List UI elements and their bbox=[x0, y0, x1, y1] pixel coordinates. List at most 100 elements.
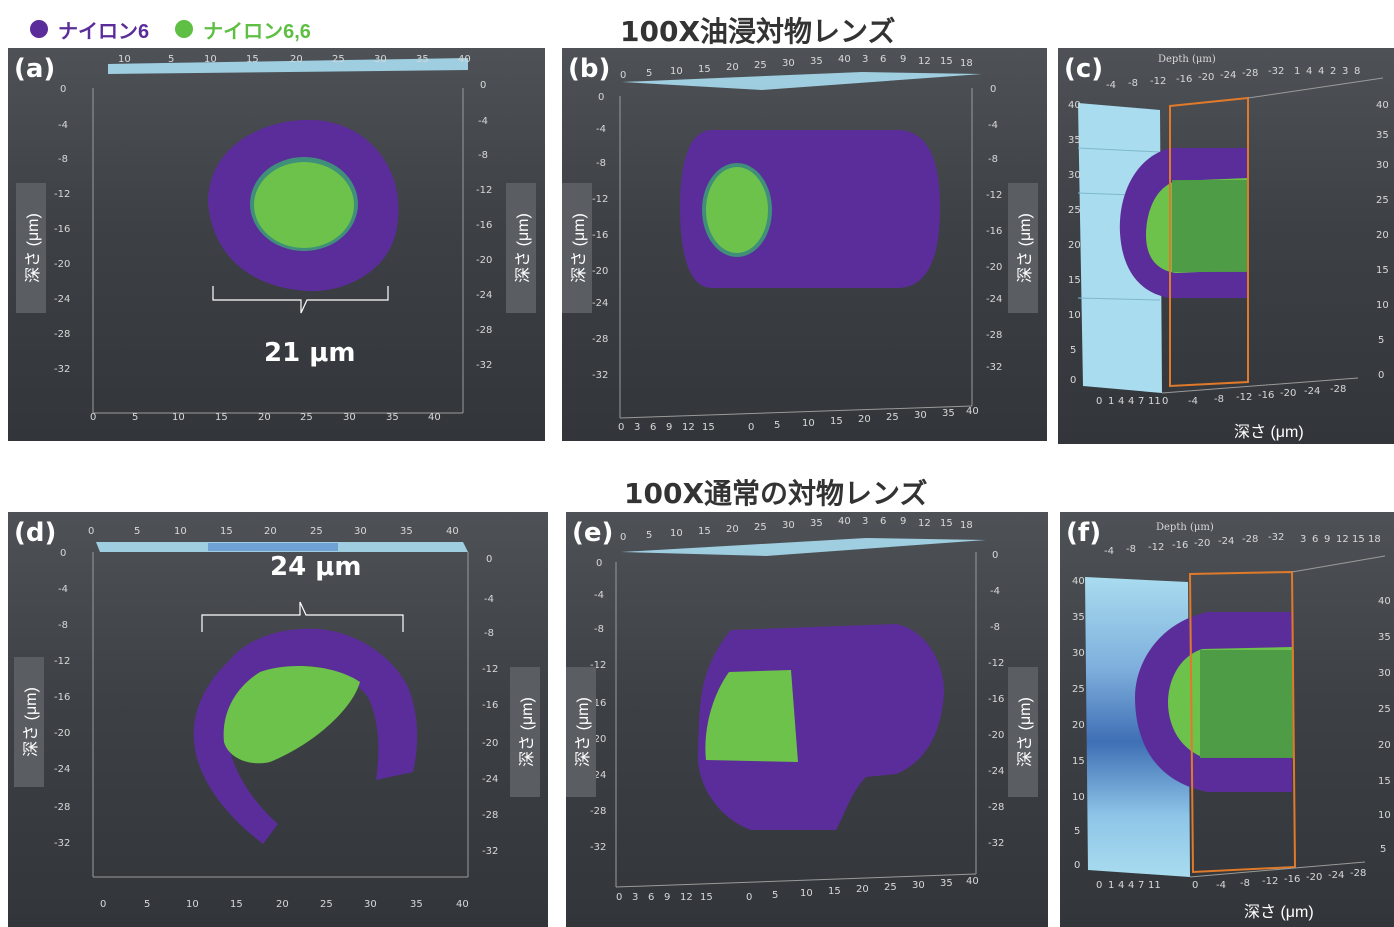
svg-text:9: 9 bbox=[1324, 534, 1330, 545]
svg-text:10: 10 bbox=[172, 412, 185, 423]
svg-text:-12: -12 bbox=[1262, 876, 1278, 887]
svg-text:0: 0 bbox=[1074, 860, 1080, 871]
panel-b-y-label-right-text: 深さ (μm) bbox=[1017, 213, 1034, 283]
svg-text:30: 30 bbox=[782, 520, 795, 531]
svg-text:6: 6 bbox=[1312, 534, 1318, 545]
svg-text:7: 7 bbox=[1138, 880, 1144, 891]
svg-text:-8: -8 bbox=[484, 628, 494, 639]
svg-text:3: 3 bbox=[634, 422, 640, 433]
svg-text:30: 30 bbox=[1068, 170, 1081, 181]
svg-text:-12: -12 bbox=[986, 190, 1002, 201]
svg-text:9: 9 bbox=[666, 422, 672, 433]
panel-b-y-ticks-left: 0 -4 -8 -12 -16 -20 -24 -28 -32 bbox=[592, 92, 608, 381]
svg-text:35: 35 bbox=[386, 412, 399, 423]
svg-text:15: 15 bbox=[828, 886, 841, 897]
svg-text:5: 5 bbox=[144, 899, 150, 910]
svg-text:4: 4 bbox=[1118, 880, 1124, 891]
svg-text:-20: -20 bbox=[988, 730, 1004, 741]
svg-text:4: 4 bbox=[1128, 880, 1134, 891]
svg-text:0: 0 bbox=[598, 92, 604, 103]
svg-text:10: 10 bbox=[186, 899, 199, 910]
svg-text:0: 0 bbox=[620, 532, 626, 543]
svg-text:6: 6 bbox=[650, 422, 656, 433]
svg-text:30: 30 bbox=[912, 880, 925, 891]
panel-e-y-label-right: 深さ (μm) bbox=[1008, 667, 1038, 797]
svg-text:1: 1 bbox=[1108, 880, 1114, 891]
svg-text:-4: -4 bbox=[990, 586, 1000, 597]
panel-b-y-label-left: 深さ (μm) bbox=[562, 183, 592, 313]
svg-text:5: 5 bbox=[1380, 844, 1386, 855]
svg-text:-8: -8 bbox=[58, 620, 68, 631]
svg-text:-16: -16 bbox=[54, 224, 70, 235]
svg-text:40: 40 bbox=[456, 899, 469, 910]
svg-text:10: 10 bbox=[1378, 810, 1391, 821]
svg-text:-20: -20 bbox=[590, 734, 606, 745]
svg-text:-20: -20 bbox=[476, 255, 492, 266]
svg-text:40: 40 bbox=[838, 516, 851, 527]
svg-text:25: 25 bbox=[300, 412, 313, 423]
svg-text:15: 15 bbox=[702, 422, 715, 433]
svg-text:11: 11 bbox=[1148, 396, 1161, 407]
svg-text:-12: -12 bbox=[1236, 392, 1252, 403]
svg-text:7: 7 bbox=[1138, 396, 1144, 407]
svg-text:15: 15 bbox=[246, 54, 259, 65]
svg-text:35: 35 bbox=[1376, 130, 1389, 141]
svg-text:-24: -24 bbox=[1220, 70, 1236, 81]
svg-text:9: 9 bbox=[664, 892, 670, 903]
svg-text:40: 40 bbox=[428, 412, 441, 423]
svg-text:40: 40 bbox=[966, 406, 979, 417]
svg-text:0: 0 bbox=[618, 422, 624, 433]
svg-text:0: 0 bbox=[1162, 396, 1168, 407]
svg-text:-32: -32 bbox=[590, 842, 606, 853]
svg-text:20: 20 bbox=[726, 62, 739, 73]
svg-text:12: 12 bbox=[1336, 534, 1349, 545]
svg-text:-20: -20 bbox=[482, 738, 498, 749]
svg-text:35: 35 bbox=[1378, 632, 1391, 643]
svg-text:-4: -4 bbox=[988, 120, 998, 131]
svg-text:-20: -20 bbox=[1280, 388, 1296, 399]
svg-text:-16: -16 bbox=[986, 226, 1002, 237]
svg-text:5: 5 bbox=[1074, 826, 1080, 837]
svg-text:0: 0 bbox=[90, 412, 96, 423]
svg-text:-24: -24 bbox=[590, 770, 606, 781]
panel-c: Depth (μm) -4 -8 -12 -16 -20 -24 -28 -32 1 4 4 2 3 8 … bbox=[1058, 48, 1394, 444]
svg-text:10: 10 bbox=[174, 526, 187, 537]
legend: ナイロン6 ナイロン6,6 bbox=[30, 14, 337, 44]
svg-text:0: 0 bbox=[100, 899, 106, 910]
svg-text:-28: -28 bbox=[1330, 384, 1346, 395]
svg-text:-20: -20 bbox=[592, 266, 608, 277]
svg-text:-28: -28 bbox=[1242, 68, 1258, 79]
panel-b: 0 -4 -8 -12 -16 -20 -24 -28 -32 0 -4 -8 -12 -16 -20 -2… bbox=[562, 48, 1047, 441]
panel-f-depth-label: 深さ (μm) bbox=[1244, 904, 1314, 921]
svg-text:0: 0 bbox=[1070, 375, 1076, 386]
svg-text:-28: -28 bbox=[54, 802, 70, 813]
panel-e-y-label-left: 深さ (μm) bbox=[566, 667, 596, 797]
svg-text:-12: -12 bbox=[590, 660, 606, 671]
panel-d-y-label-left-text: 深さ (μm) bbox=[23, 687, 40, 757]
svg-text:10: 10 bbox=[204, 54, 217, 65]
svg-text:3: 3 bbox=[1342, 66, 1348, 77]
svg-text:-12: -12 bbox=[54, 656, 70, 667]
svg-text:25: 25 bbox=[320, 899, 333, 910]
svg-text:40: 40 bbox=[1376, 100, 1389, 111]
svg-text:1: 1 bbox=[1108, 396, 1114, 407]
svg-text:25: 25 bbox=[310, 526, 323, 537]
svg-text:30: 30 bbox=[374, 54, 387, 65]
panel-f-top-ticks: -4 -8 -12 -16 -20 -24 -28 -32 3 6 9 12 15 18 bbox=[1104, 532, 1381, 557]
svg-text:5: 5 bbox=[774, 420, 780, 431]
svg-text:15: 15 bbox=[1376, 265, 1389, 276]
panel-a-x-ticks-top: 10 5 10 15 20 25 30 35 40 bbox=[118, 54, 471, 65]
svg-text:-24: -24 bbox=[1304, 386, 1320, 397]
svg-text:35: 35 bbox=[416, 54, 429, 65]
svg-text:30: 30 bbox=[364, 899, 377, 910]
svg-text:5: 5 bbox=[134, 526, 140, 537]
panel-a-render: 0 -4 -8 -12 -16 -20 -24 -28 -32 0 -4 -8 -12 -16 -20 -2… bbox=[54, 54, 492, 423]
svg-text:-12: -12 bbox=[54, 189, 70, 200]
svg-text:30: 30 bbox=[1072, 648, 1085, 659]
svg-text:35: 35 bbox=[1072, 612, 1085, 623]
svg-text:-32: -32 bbox=[482, 846, 498, 857]
svg-text:35: 35 bbox=[810, 518, 823, 529]
svg-text:-16: -16 bbox=[988, 694, 1004, 705]
svg-text:11: 11 bbox=[1148, 880, 1161, 891]
svg-text:3: 3 bbox=[1300, 534, 1306, 545]
